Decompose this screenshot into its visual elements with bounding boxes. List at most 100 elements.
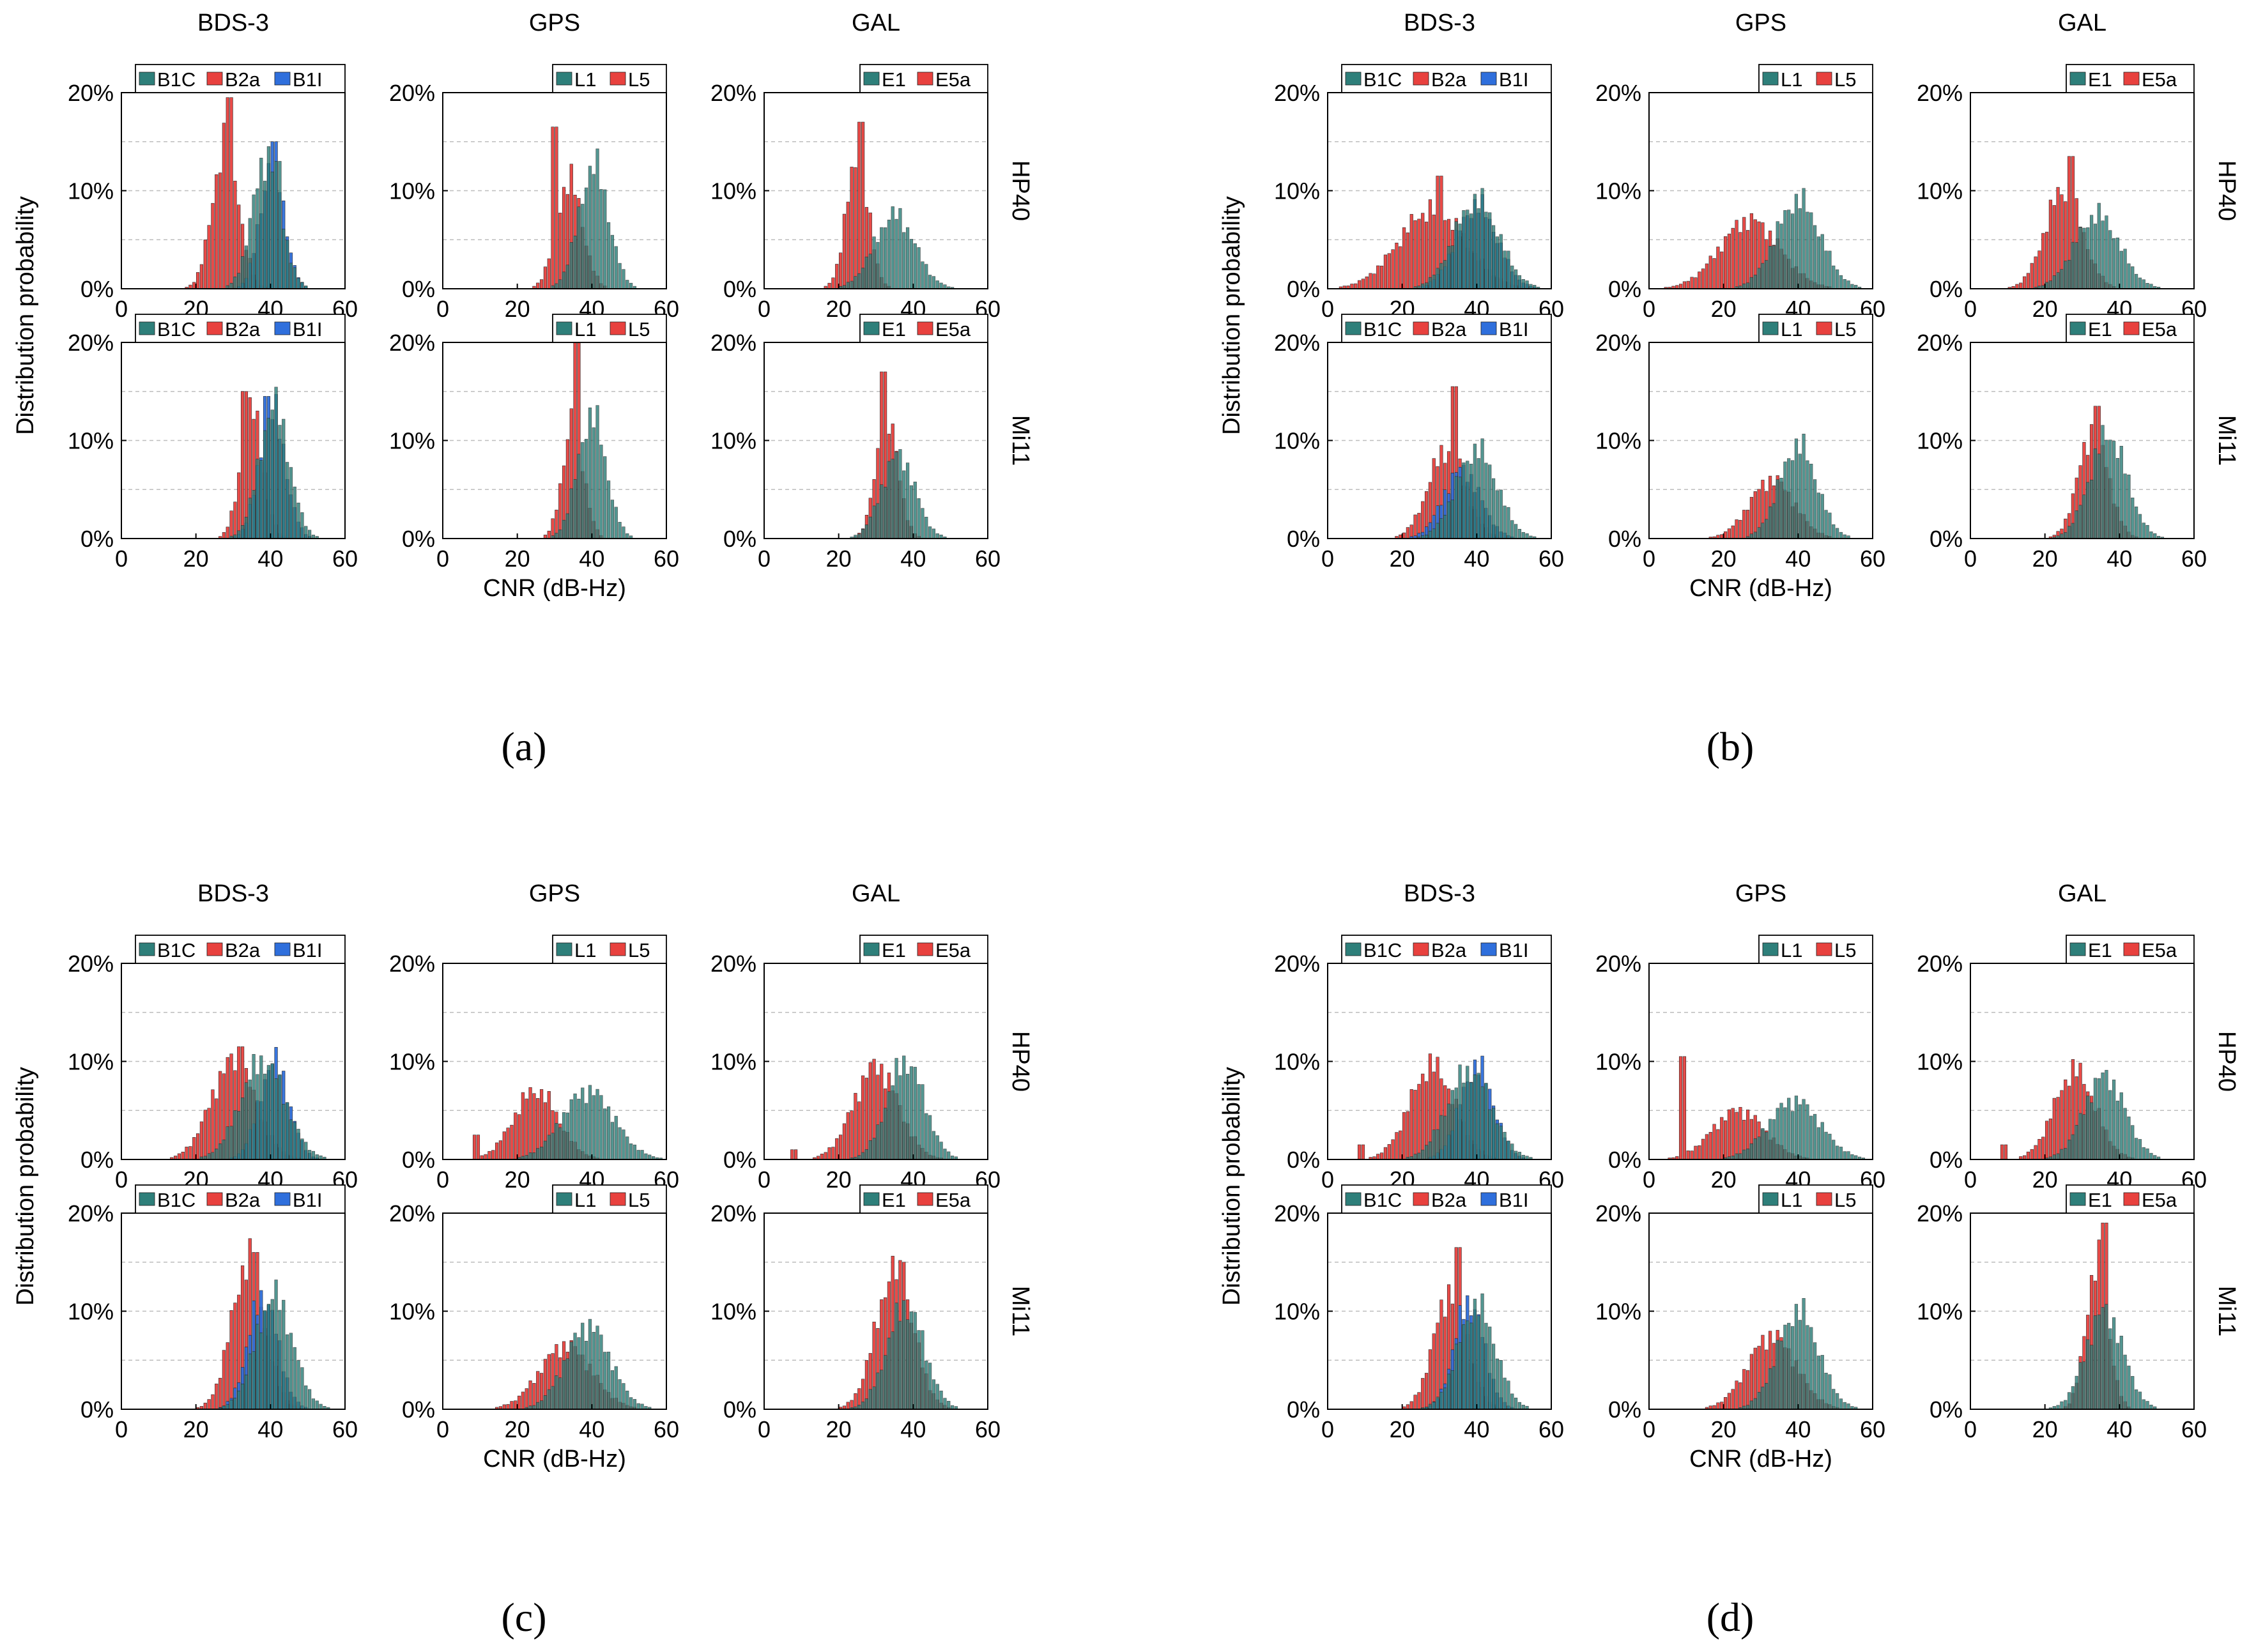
histogram-bar [2145, 1401, 2149, 1410]
histogram-bar [932, 276, 936, 289]
histogram-bar [857, 1101, 861, 1160]
histogram-bar [311, 1398, 316, 1410]
histogram-bar [1439, 1115, 1443, 1160]
histogram-bar [215, 1383, 219, 1410]
y-tick-label: 20% [68, 330, 114, 356]
series-E1 [2052, 425, 2165, 539]
histogram-bar [177, 1153, 181, 1160]
histogram-bar [1510, 520, 1514, 539]
histogram-bar [857, 533, 861, 539]
legend-swatch [274, 942, 291, 956]
legend-swatch [2123, 942, 2140, 956]
histogram-bar [2142, 1399, 2145, 1410]
legend-swatch [139, 942, 155, 956]
histogram-bar [2138, 277, 2142, 289]
histogram-bar [2153, 533, 2157, 539]
histogram-bar [1387, 253, 1391, 289]
histogram-bar [618, 1379, 622, 1410]
histogram-bar [1809, 463, 1813, 539]
histogram-bar [196, 272, 200, 289]
legend-label: B1C [157, 68, 196, 91]
legend-box [135, 314, 346, 343]
histogram-bar [2108, 1328, 2112, 1410]
histogram-bar [880, 1122, 884, 1160]
histogram-bar [237, 530, 241, 539]
histogram-bar [1402, 227, 1406, 289]
legend-label: E1 [2088, 939, 2112, 961]
legend-label: E5a [935, 1189, 971, 1211]
histogram-bar [838, 1135, 843, 1160]
histogram-bar [2037, 250, 2041, 289]
histogram-bar [289, 1333, 293, 1410]
histogram-bar [2127, 1116, 2131, 1160]
legend-swatch [1762, 72, 1779, 86]
histogram-bar [1746, 282, 1750, 289]
histogram-bar [1439, 263, 1443, 289]
y-tick-label: 20% [1274, 1200, 1320, 1227]
legend-label: E5a [2142, 1189, 2177, 1211]
histogram-bar [2131, 497, 2135, 539]
histogram-bar [883, 487, 887, 539]
histogram-bar [588, 165, 592, 289]
legend-label: B1I [1499, 1189, 1529, 1211]
histogram-bar [240, 1098, 245, 1160]
histogram-bar [1761, 263, 1765, 289]
y-tick-label: 20% [68, 951, 114, 977]
histogram-bar [1820, 1355, 1824, 1410]
histogram-bar [2101, 425, 2105, 539]
y-tick-label: 10% [68, 1299, 114, 1325]
histogram-bar [913, 1312, 917, 1410]
legend-label: B2a [225, 939, 261, 961]
y-tick-label: 20% [1595, 80, 1641, 106]
y-tick-label: 20% [1917, 951, 1963, 977]
y-tick-label: 20% [389, 1200, 435, 1227]
histogram-bar [1757, 268, 1761, 289]
y-tick-label: 20% [389, 80, 435, 106]
histogram-bar [211, 203, 215, 289]
histogram-bar [1694, 277, 1698, 289]
histogram-bar [1488, 1326, 1492, 1410]
histogram-bar [1473, 1074, 1477, 1160]
histogram-bar [2093, 1315, 2098, 1410]
histogram-bar [2048, 1119, 2053, 1160]
legend-label: L5 [1834, 318, 1856, 340]
histogram-bar [562, 519, 566, 539]
histogram-bar [925, 517, 928, 539]
histogram-bar [1383, 254, 1388, 289]
x-tick-label: 0 [758, 296, 771, 322]
histogram-bar [1839, 275, 1843, 289]
histogram-bar [622, 269, 625, 289]
histogram-bar [921, 1330, 925, 1410]
histogram-bar [1705, 263, 1709, 289]
histogram-bar [1499, 234, 1503, 289]
histogram-bar [917, 247, 921, 289]
histogram-bar [539, 1147, 544, 1160]
panel: 0% 10% 20% 0 20 40 60 L1 L5 [1595, 1184, 1885, 1442]
histogram-bar [2112, 1080, 2116, 1160]
histogram-bar [1765, 1382, 1769, 1410]
histogram-bar [1787, 210, 1791, 289]
histogram-bar [539, 279, 544, 289]
series-E1 [2034, 203, 2161, 289]
histogram-bar [215, 174, 219, 289]
y-tick-label: 0% [1287, 276, 1320, 302]
histogram-bar [1406, 1111, 1410, 1160]
x-tick-label: 20 [505, 546, 530, 572]
histogram-bar [1783, 1324, 1787, 1410]
histogram-bar [1716, 247, 1720, 289]
histogram-bar [203, 1110, 207, 1160]
histogram-bar [1723, 1397, 1728, 1410]
histogram-bar [1443, 1388, 1447, 1410]
histogram-bar [1731, 525, 1735, 539]
histogram-bar [1436, 268, 1439, 289]
histogram-bar [1809, 1327, 1813, 1410]
histogram-bar [1735, 1153, 1738, 1160]
y-tick-label: 10% [1274, 178, 1320, 204]
histogram-bar [573, 479, 577, 539]
histogram-bar [237, 472, 241, 539]
legend: B1C B2a B1I [1341, 314, 1552, 343]
histogram-bar [2131, 1376, 2135, 1410]
legend-label: L1 [574, 318, 596, 340]
histogram-bar [1361, 1144, 1365, 1160]
